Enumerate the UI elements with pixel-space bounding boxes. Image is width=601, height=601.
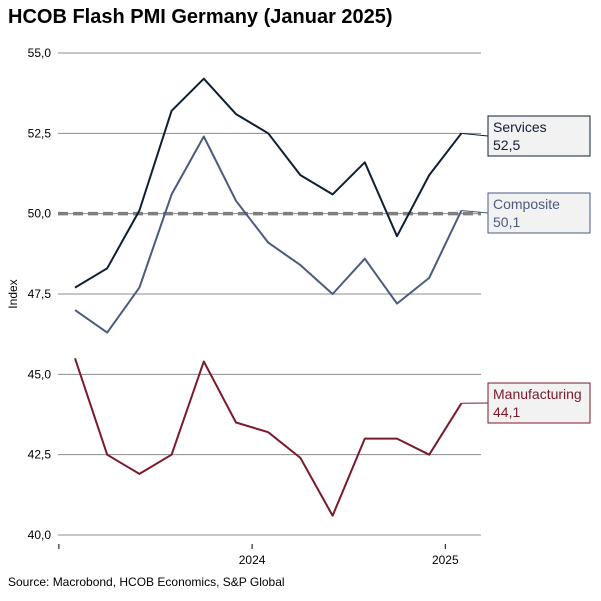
- manufacturing-label-name: Manufacturing: [493, 386, 582, 402]
- x-tick-label: 2024: [239, 553, 266, 567]
- y-tick-label: 40,0: [28, 528, 52, 542]
- y-tick-label: 55,0: [28, 46, 52, 60]
- y-tick-label: 47,5: [28, 287, 52, 301]
- y-tick-label: 45,0: [28, 367, 52, 381]
- services-label-leader: [461, 132, 489, 137]
- series-line-services: [74, 77, 463, 289]
- x-tick-label: 2025: [432, 553, 459, 567]
- chart-title: HCOB Flash PMI Germany (Januar 2025): [8, 6, 393, 28]
- series-end-labels: Services 52,5 Composite 50,1 Manufacturing 44…: [461, 115, 591, 424]
- x-axis: 2024 2025: [58, 544, 459, 567]
- series-line-manufacturing: [74, 357, 463, 517]
- y-tick-label: 42,5: [28, 448, 52, 462]
- composite-label-leader: [461, 209, 489, 214]
- services-label-name: Services: [493, 119, 547, 135]
- composite-label-name: Composite: [493, 196, 560, 212]
- y-tick-label: 50,0: [28, 207, 52, 221]
- services-label-box: [487, 115, 591, 157]
- series-line-composite: [74, 135, 463, 334]
- y-tick-label: 52,5: [28, 126, 52, 140]
- composite-label-value: 50,1: [493, 214, 520, 230]
- composite-label-box: [487, 192, 591, 234]
- series-lines: [74, 77, 463, 517]
- y-axis-label: Index: [6, 279, 20, 308]
- services-label-value: 52,5: [493, 137, 520, 153]
- manufacturing-label-box: [487, 382, 591, 424]
- manufacturing-label-value: 44,1: [493, 404, 520, 420]
- source-note: Source: Macrobond, HCOB Economics, S&P G…: [8, 575, 285, 589]
- y-axis-ticks: 40,0 42,5 45,0 47,5 50,0 52,5 55,0: [28, 46, 52, 542]
